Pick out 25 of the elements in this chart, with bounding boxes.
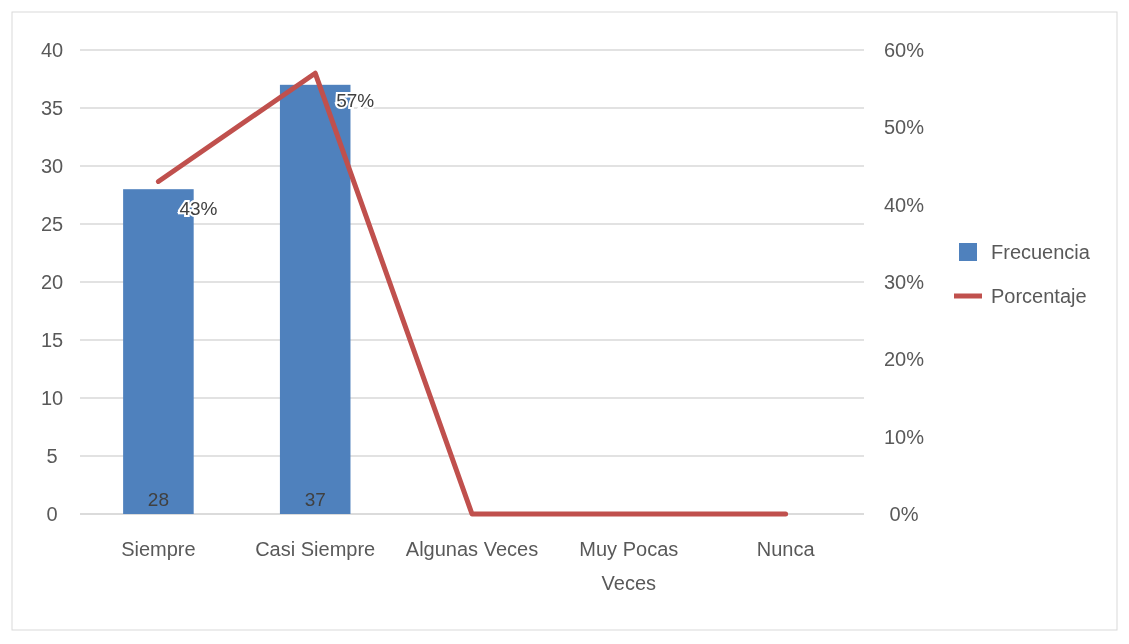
y-tick-label: 10 (40, 387, 64, 409)
y-tick-label: 30 (40, 155, 64, 177)
data-label: 28 (147, 489, 169, 510)
y-tick-label: 35 (40, 97, 64, 119)
x-tick-label: Casi Siempre (255, 538, 376, 560)
y2-tick-label: 30% (883, 271, 925, 293)
y2-tick-label: 40% (883, 193, 925, 216)
y2-tick-label: 60% (883, 39, 925, 61)
y2-tick-label: 10% (883, 425, 925, 448)
y-tick-label: 5 (46, 445, 58, 467)
x-tick-label: Muy Pocas Veces (579, 538, 679, 594)
y-tick-label: 20 (40, 271, 64, 293)
y-tick-label: 40 (40, 39, 64, 61)
x-tick-label: Nunca (756, 538, 816, 560)
legend-label: Frecuencia (991, 241, 1091, 263)
y2-tick-label: 20% (883, 348, 925, 371)
legend-label: Porcentaje (991, 285, 1087, 307)
x-tick-label: Siempre (121, 538, 196, 560)
x-tick-label: Algunas Veces (405, 538, 539, 560)
data-label: 37 (304, 489, 326, 510)
y-tick-label: 15 (40, 329, 64, 351)
y-tick-label: 0 (46, 503, 58, 525)
y2-tick-label: 0% (889, 503, 919, 525)
y-tick-label: 25 (40, 213, 64, 235)
y2-tick-label: 50% (883, 116, 925, 139)
